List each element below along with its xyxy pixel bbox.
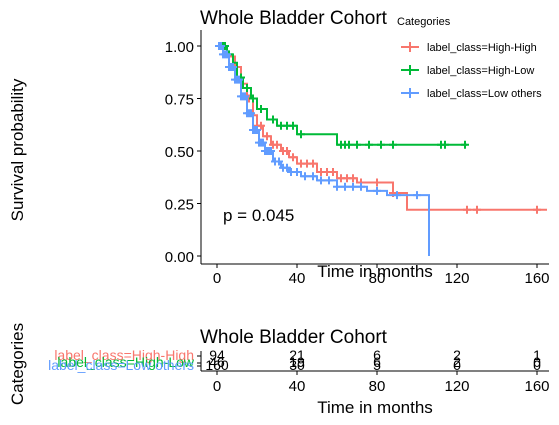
censor-mark bbox=[257, 105, 265, 113]
censor-mark bbox=[461, 140, 469, 149]
censor-mark bbox=[317, 176, 325, 185]
censor-mark bbox=[283, 163, 291, 172]
table-row-label: label_class=Low others bbox=[48, 357, 194, 373]
table-x-tick-label: 80 bbox=[369, 378, 386, 395]
table-cell: 21 bbox=[289, 347, 305, 363]
legend-key bbox=[401, 88, 419, 98]
table-cell: 5 bbox=[373, 357, 381, 373]
x-tick-label: 40 bbox=[289, 270, 306, 287]
censor-mark bbox=[275, 157, 283, 166]
table-cell: 0 bbox=[533, 357, 541, 373]
x-axis-label: Time in months bbox=[317, 262, 433, 281]
table-cell: 160 bbox=[205, 357, 229, 373]
censor-mark bbox=[463, 205, 471, 214]
censor-mark bbox=[259, 138, 267, 147]
censor-mark bbox=[441, 140, 449, 149]
table-cell: 30 bbox=[289, 357, 305, 373]
legend-label: label_class=High-High bbox=[427, 42, 537, 54]
censor-mark bbox=[243, 84, 251, 92]
censor-mark bbox=[353, 140, 361, 149]
censor-mark bbox=[301, 172, 309, 181]
table-cell: 46 bbox=[209, 354, 225, 370]
censor-mark bbox=[349, 174, 357, 183]
table-x-tick-label: 160 bbox=[524, 378, 549, 395]
table-cell: 94 bbox=[209, 347, 225, 363]
censor-mark bbox=[365, 140, 373, 149]
x-tick-label: 80 bbox=[369, 270, 386, 287]
table-row-label: label_class=High-High bbox=[54, 347, 194, 363]
table-x-tick-label: 0 bbox=[213, 378, 221, 395]
table-title: Whole Bladder Cohort bbox=[200, 327, 388, 348]
censor-mark bbox=[413, 191, 421, 200]
censor-mark bbox=[217, 42, 225, 50]
censor-mark bbox=[235, 75, 243, 84]
chart-title: Whole Bladder Cohort bbox=[200, 8, 388, 29]
x-tick-label: 120 bbox=[444, 270, 469, 287]
legend-title: Categories bbox=[397, 16, 451, 28]
table-x-tick-label: 40 bbox=[289, 378, 306, 395]
censor-mark bbox=[389, 140, 397, 149]
table-cell: 0 bbox=[533, 354, 541, 370]
legend-label: label_class=Low others bbox=[427, 88, 542, 100]
censor-mark bbox=[309, 159, 317, 168]
table-cell: 1 bbox=[533, 347, 541, 363]
censor-mark bbox=[473, 205, 481, 214]
censor-mark bbox=[223, 50, 231, 59]
x-tick-label: 0 bbox=[213, 270, 221, 287]
table-cell: 2 bbox=[453, 347, 461, 363]
censor-mark bbox=[341, 182, 349, 191]
legend-key bbox=[401, 65, 419, 75]
censor-mark bbox=[269, 115, 277, 124]
censor-mark bbox=[309, 172, 317, 181]
table-y-axis-label: Categories bbox=[8, 323, 27, 405]
table-x-tick-label: 120 bbox=[444, 378, 469, 395]
censor-mark bbox=[229, 63, 237, 71]
table-cell: 19 bbox=[289, 354, 305, 370]
censor-mark bbox=[533, 205, 541, 214]
table-cell: 6 bbox=[373, 347, 381, 363]
censor-mark bbox=[283, 147, 291, 155]
censor-mark bbox=[289, 121, 297, 130]
y-tick-label: 0.25 bbox=[165, 197, 194, 214]
censor-mark bbox=[273, 140, 281, 149]
censor-mark bbox=[345, 140, 353, 149]
censor-mark bbox=[373, 186, 381, 195]
table-row-label: label_class=High-Low bbox=[57, 354, 194, 370]
x-tick-label: 160 bbox=[524, 270, 549, 287]
censor-mark bbox=[247, 109, 255, 118]
censor-mark bbox=[241, 92, 249, 101]
censor-mark bbox=[329, 168, 337, 176]
censor-mark bbox=[253, 126, 261, 134]
table-cell: 0 bbox=[453, 357, 461, 373]
legend-label: label_class=High-Low bbox=[427, 65, 534, 77]
table-x-axis-label: Time in months bbox=[317, 398, 433, 417]
y-tick-label: 0.75 bbox=[165, 92, 194, 109]
censor-mark bbox=[297, 130, 305, 139]
censor-mark bbox=[349, 182, 357, 191]
censor-mark bbox=[393, 191, 401, 200]
legend-key bbox=[401, 42, 419, 52]
y-tick-label: 0.50 bbox=[165, 144, 194, 161]
censor-mark bbox=[333, 182, 341, 191]
censor-mark bbox=[373, 178, 381, 187]
y-tick-label: 0.00 bbox=[165, 249, 194, 266]
censor-mark bbox=[293, 168, 301, 176]
censor-mark bbox=[357, 182, 365, 191]
censor-mark bbox=[325, 176, 333, 185]
p-value-annotation: p = 0.045 bbox=[223, 206, 294, 225]
y-axis-label: Survival probability bbox=[8, 78, 27, 221]
censor-mark bbox=[257, 121, 265, 130]
censor-mark bbox=[289, 153, 297, 162]
y-tick-label: 1.00 bbox=[165, 39, 194, 56]
censor-mark bbox=[263, 132, 271, 141]
censor-mark bbox=[249, 94, 257, 103]
table-cell: 6 bbox=[373, 354, 381, 370]
table-cell: 2 bbox=[453, 354, 461, 370]
censor-mark bbox=[267, 147, 275, 155]
censor-mark bbox=[377, 140, 385, 149]
